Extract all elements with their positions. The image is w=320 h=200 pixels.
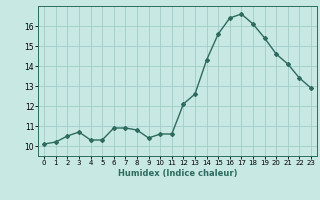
X-axis label: Humidex (Indice chaleur): Humidex (Indice chaleur)	[118, 169, 237, 178]
